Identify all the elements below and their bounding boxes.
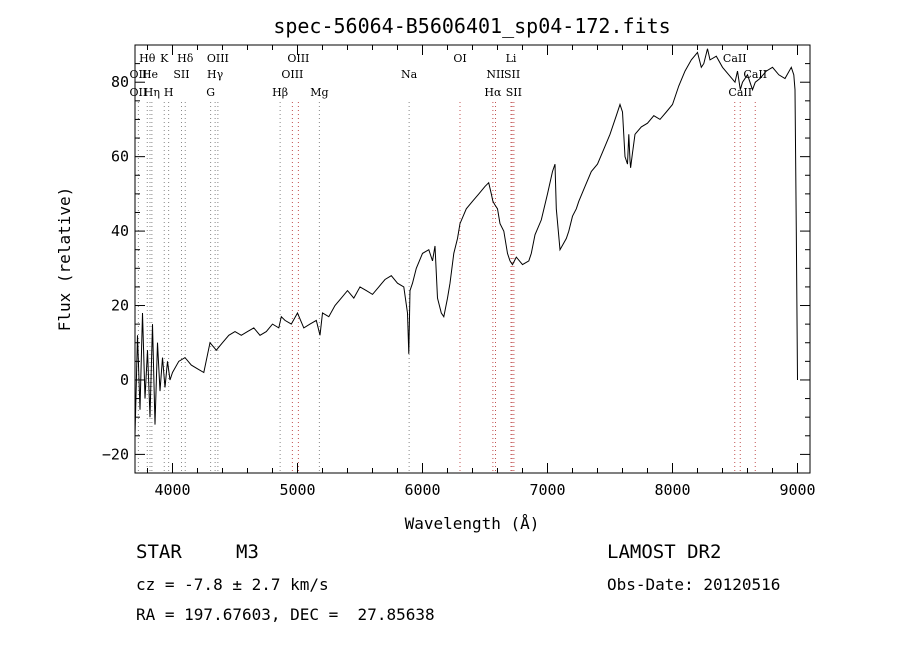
line-marker-label: OIII bbox=[281, 68, 303, 81]
line-marker-label: Hβ bbox=[272, 86, 288, 99]
line-marker-label: SII bbox=[504, 68, 520, 81]
line-marker-label: G bbox=[206, 86, 215, 99]
object-class: STAR bbox=[136, 541, 182, 563]
line-marker-label: CaII bbox=[728, 86, 752, 99]
line-marker-label: OII bbox=[130, 68, 148, 81]
line-marker-label: H bbox=[164, 86, 174, 99]
line-marker-label: Hα bbox=[484, 86, 502, 99]
x-tick-label: 4000 bbox=[154, 481, 190, 499]
y-tick-label: 0 bbox=[120, 371, 129, 389]
x-tick-label: 6000 bbox=[404, 481, 440, 499]
survey-name: LAMOST DR2 bbox=[607, 541, 722, 563]
line-marker-label: Hδ bbox=[177, 52, 194, 65]
line-marker-label: Li bbox=[506, 52, 517, 65]
chart-title: spec-56064-B5606401_sp04-172.fits bbox=[273, 14, 670, 38]
line-marker-label: He bbox=[142, 68, 158, 81]
redshift-cz: cz = -7.8 ± 2.7 km/s bbox=[136, 575, 329, 594]
line-marker-label: CaII bbox=[723, 52, 747, 65]
object-subclass: M3 bbox=[236, 541, 259, 563]
line-marker-label: OIII bbox=[207, 52, 229, 65]
line-marker-label: OII bbox=[130, 86, 148, 99]
y-axis-label: Flux (relative) bbox=[55, 187, 74, 332]
sky-coordinates: RA = 197.67603, DEC = 27.85638 bbox=[136, 605, 435, 624]
x-tick-label: 5000 bbox=[279, 481, 315, 499]
y-tick-label: 40 bbox=[111, 222, 129, 240]
y-tick-label: 60 bbox=[111, 148, 129, 166]
line-marker-label: K bbox=[160, 52, 169, 65]
line-marker-label: OI bbox=[453, 52, 466, 65]
x-axis-ticks: 4000 5000 6000 7000 8000 9000 bbox=[147, 45, 816, 499]
x-tick-label: 9000 bbox=[779, 481, 815, 499]
y-axis-ticks: −20 0 20 40 60 80 bbox=[102, 44, 810, 474]
x-axis-label: Wavelength (Å) bbox=[405, 514, 540, 533]
line-marker-label: SII bbox=[506, 86, 522, 99]
y-tick-label: 20 bbox=[111, 297, 129, 315]
line-marker-label: OIII bbox=[287, 52, 309, 65]
line-marker-label: Hγ bbox=[207, 68, 224, 81]
plot-frame bbox=[134, 44, 811, 474]
spectrum-series-line bbox=[134, 48, 798, 436]
line-marker-label: Hη bbox=[144, 86, 160, 99]
line-marker-label: SII bbox=[173, 68, 189, 81]
x-tick-label: 7000 bbox=[529, 481, 565, 499]
line-marker-label: Na bbox=[401, 68, 418, 81]
line-marker-label: NII bbox=[486, 68, 504, 81]
line-marker-label: Hθ bbox=[139, 52, 156, 65]
y-tick-label: 80 bbox=[111, 73, 129, 91]
y-tick-label: −20 bbox=[102, 445, 129, 463]
line-marker-label: Mg bbox=[310, 86, 328, 99]
observation-date: Obs-Date: 20120516 bbox=[607, 575, 781, 594]
x-tick-label: 8000 bbox=[654, 481, 690, 499]
